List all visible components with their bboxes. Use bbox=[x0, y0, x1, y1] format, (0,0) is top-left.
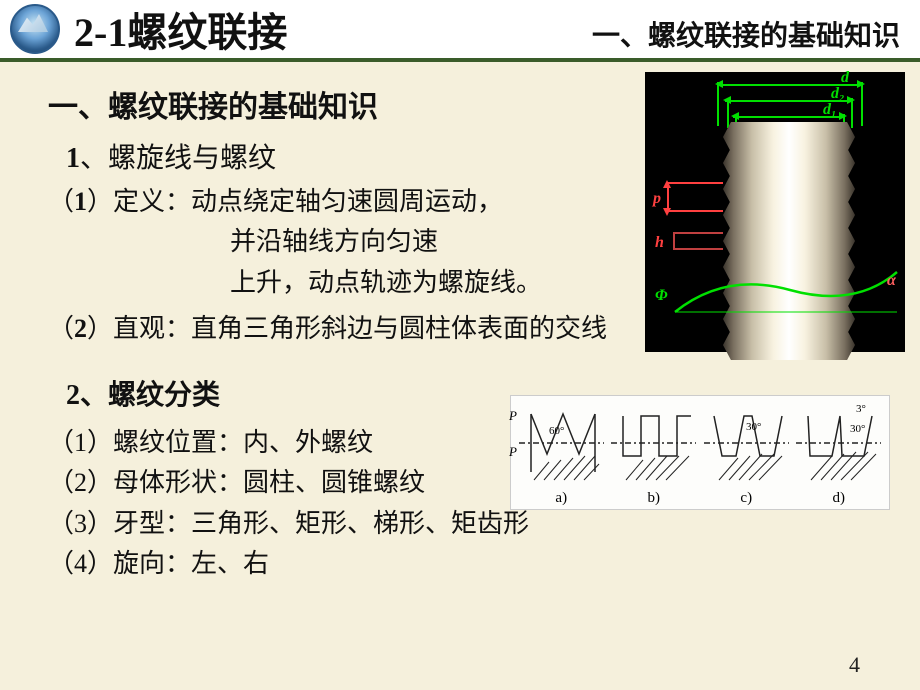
slide-title: 2-1螺纹联接 bbox=[74, 0, 287, 58]
svg-text:30°: 30° bbox=[850, 423, 865, 435]
thread-3d-diagram: d d₂ d₁ p h Φ α bbox=[645, 72, 905, 352]
type-a: 60° a) bbox=[519, 402, 604, 507]
slide-header: 2-1螺纹联接 一、螺纹联接的基础知识 bbox=[0, 0, 920, 62]
p-label-bottom: P bbox=[509, 444, 517, 460]
svg-text:30°: 30° bbox=[746, 421, 761, 433]
university-logo bbox=[10, 4, 60, 54]
svg-text:60°: 60° bbox=[549, 425, 564, 437]
type-d: 30° 3° d) bbox=[796, 402, 881, 507]
type-b: b) bbox=[611, 402, 696, 507]
type-c: 30° c) bbox=[704, 402, 789, 507]
dim-phi: Φ bbox=[655, 287, 668, 305]
p-label-top: P bbox=[509, 408, 517, 424]
slide-subtitle: 一、螺纹联接的基础知识 bbox=[592, 14, 900, 54]
class-4: （4）旋向：左、右 bbox=[48, 544, 872, 584]
dim-alpha: α bbox=[887, 272, 896, 290]
page-number: 4 bbox=[849, 652, 860, 678]
helix-line bbox=[645, 72, 905, 352]
thread-types-figure: P P 60° a) b) bbox=[510, 395, 890, 510]
svg-text:3°: 3° bbox=[856, 403, 866, 415]
